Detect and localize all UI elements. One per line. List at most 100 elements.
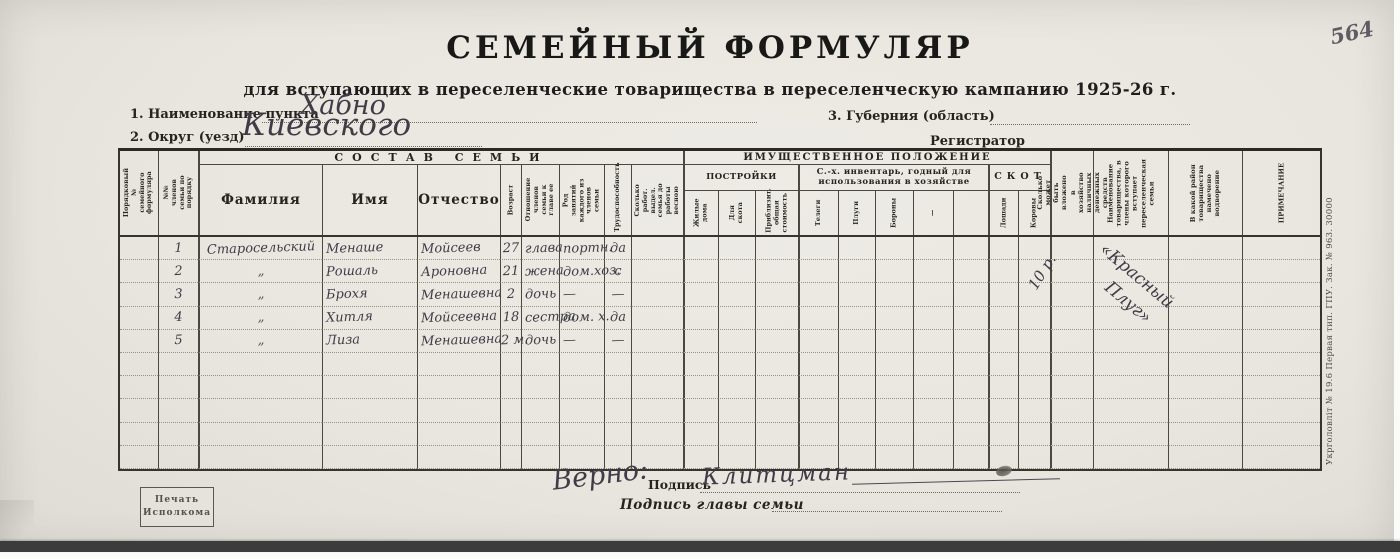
body-cell xyxy=(875,237,913,261)
body-cell xyxy=(875,399,913,423)
handwritten-entry: дом. х. xyxy=(562,309,610,326)
handwritten-entry: 18 xyxy=(502,309,520,326)
vertical-column-label: Лошади xyxy=(999,197,1008,229)
vertical-column-label: №№ членов семьи по порядку xyxy=(161,175,194,211)
form-title: СЕМЕЙНЫЙ ФОРМУЛЯР xyxy=(446,30,974,66)
body-cell xyxy=(1018,376,1050,400)
body-cell: дом.хоз. xyxy=(559,260,621,284)
body-cell xyxy=(500,399,521,423)
handwritten-entry: — xyxy=(562,333,577,349)
body-cell: дом. х. xyxy=(559,306,610,330)
body-cell xyxy=(1050,306,1093,330)
vertical-column-label: Сколько работ. выдел. семья до работы ве… xyxy=(633,183,681,217)
body-cell xyxy=(1018,237,1050,261)
body-cell xyxy=(1093,352,1168,377)
header-cell: Отношение членов семьи к главе ее xyxy=(521,165,559,235)
header-cell: Плуги xyxy=(838,191,875,235)
body-cell xyxy=(838,260,875,284)
header-cell: Порядковый № семейного формуляра xyxy=(120,151,158,235)
body-cell xyxy=(120,399,158,423)
body-cell xyxy=(1018,329,1050,353)
header-cell: Бороны xyxy=(875,191,913,235)
handwritten-entry: 1 xyxy=(174,240,183,256)
body-cell xyxy=(988,306,1018,330)
body-cell xyxy=(158,445,198,469)
body-cell xyxy=(755,260,798,284)
body-cell xyxy=(683,399,718,423)
body-cell xyxy=(1168,352,1242,377)
field-okrug-line xyxy=(245,145,482,147)
body-cell xyxy=(1242,329,1320,353)
body-cell xyxy=(1018,306,1050,330)
body-cell xyxy=(631,283,683,307)
body-cell: да xyxy=(604,237,631,261)
body-cell xyxy=(1093,306,1168,330)
body-cell: — xyxy=(604,283,631,307)
body-cell xyxy=(953,283,988,307)
body-cell xyxy=(559,422,604,446)
body-cell xyxy=(1168,329,1242,353)
body-cell xyxy=(1093,422,1168,446)
body-cell xyxy=(198,445,322,469)
body-cell: Хитля xyxy=(322,306,417,330)
vertical-column-label: Отношение членов семьи к главе ее xyxy=(523,178,556,222)
body-cell xyxy=(158,422,198,446)
body-cell: Менаше xyxy=(322,237,417,261)
body-cell xyxy=(521,376,559,400)
body-cell xyxy=(500,422,521,446)
field-okrug-value: Киевского xyxy=(242,107,412,143)
handwritten-entry: Менашевна xyxy=(420,331,503,350)
body-cell xyxy=(988,376,1018,400)
body-cell xyxy=(1093,237,1168,261)
body-cell xyxy=(718,445,755,469)
body-cell: Ароновна xyxy=(417,260,500,284)
body-cell xyxy=(875,445,913,469)
body-cell xyxy=(755,237,798,261)
body-cell xyxy=(521,399,559,423)
body-cell xyxy=(1168,399,1242,423)
handwritten-entry: — xyxy=(611,286,625,303)
body-cell xyxy=(953,376,988,400)
body-cell: 27 xyxy=(500,237,521,261)
handwritten-entry: „ xyxy=(257,263,265,279)
body-cell xyxy=(718,329,755,353)
handwritten-entry: „ xyxy=(257,310,265,326)
body-cell xyxy=(120,283,158,307)
body-cell xyxy=(988,283,1018,307)
handwritten-entry: 3 xyxy=(174,286,183,303)
body-cell xyxy=(913,399,953,423)
header-cell: Наименование товарищества, в члены котор… xyxy=(1093,151,1168,235)
body-cell xyxy=(1093,283,1168,307)
body-cell xyxy=(683,376,718,400)
vertical-column-label: Приблизит. общая стоимость xyxy=(764,188,788,233)
body-cell xyxy=(798,306,838,330)
vertical-column-label: Жилые дома xyxy=(692,198,709,228)
body-cell xyxy=(953,306,988,330)
handwritten-entry: — xyxy=(611,333,625,349)
table-header: Порядковый № семейного формуляра №№ члено… xyxy=(120,151,1320,237)
handwritten-entry: Менаше xyxy=(325,239,384,257)
body-cell xyxy=(559,445,604,469)
body-cell xyxy=(158,352,198,377)
body-cell: — xyxy=(604,329,631,353)
body-cell: „ xyxy=(198,283,322,307)
body-cell xyxy=(988,399,1018,423)
handwritten-entry: да xyxy=(609,309,627,326)
body-cell xyxy=(798,283,838,307)
body-cell xyxy=(798,422,838,446)
body-cell xyxy=(798,329,838,353)
body-cell xyxy=(1050,260,1093,284)
body-cell xyxy=(755,445,798,469)
vertical-column-label: ПРИМЕЧАНИЕ xyxy=(1277,162,1286,224)
group-header-family: СОСТАВ СЕМЬИ xyxy=(198,151,683,165)
body-cell xyxy=(500,376,521,400)
body-cell xyxy=(875,422,913,446)
body-cell xyxy=(913,306,953,330)
header-cell: Фамилия xyxy=(198,165,322,235)
body-cell xyxy=(875,306,913,330)
body-cell: 21 xyxy=(500,260,521,284)
body-cell xyxy=(120,260,158,284)
body-cell xyxy=(683,237,718,261)
group-header-property: ИМУЩЕСТВЕННОЕ ПОЛОЖЕНИЕ xyxy=(683,151,1050,165)
body-cell xyxy=(198,376,322,400)
